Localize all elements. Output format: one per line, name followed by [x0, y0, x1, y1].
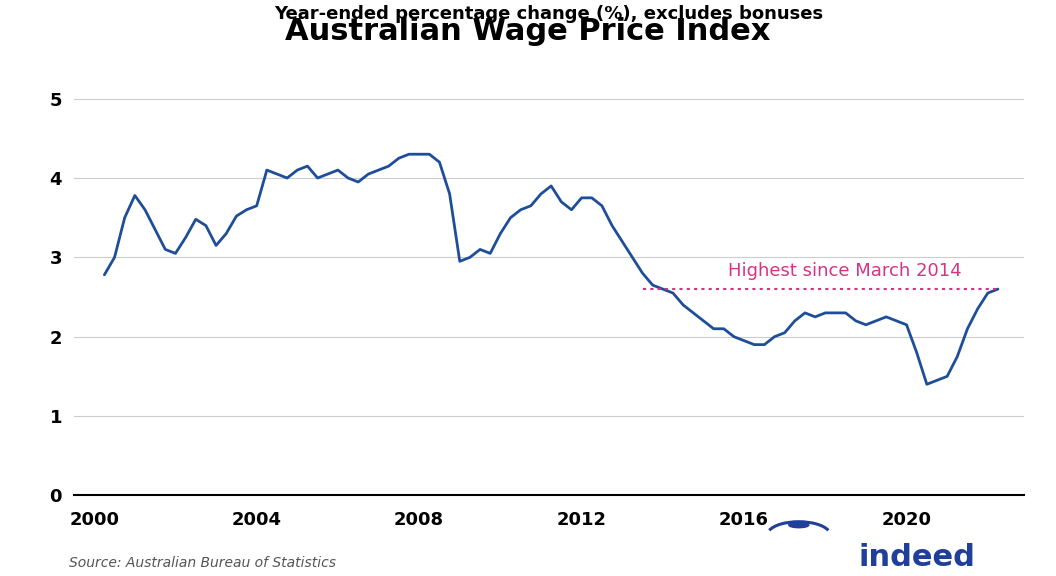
Text: Source: Australian Bureau of Statistics: Source: Australian Bureau of Statistics: [69, 556, 336, 570]
Circle shape: [789, 522, 809, 528]
Text: indeed: indeed: [859, 543, 976, 572]
Text: Australian Wage Price Index: Australian Wage Price Index: [285, 17, 771, 46]
Text: Highest since March 2014: Highest since March 2014: [728, 262, 961, 279]
Title: Year-ended percentage change (%), excludes bonuses: Year-ended percentage change (%), exclud…: [275, 5, 824, 23]
